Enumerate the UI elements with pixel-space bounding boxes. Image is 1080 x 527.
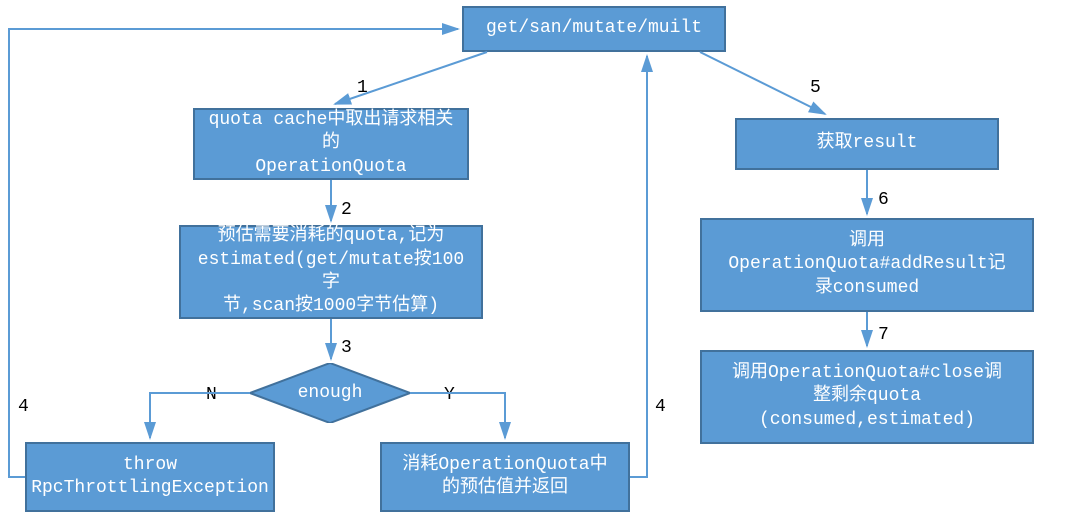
- node-label: get/san/mutate/muilt: [486, 17, 702, 40]
- node-label: 预估需要消耗的quota,记为estimated(get/mutate按100字…: [191, 225, 471, 319]
- node-label: 消耗OperationQuota中的预估值并返回: [402, 454, 607, 501]
- edge-label-7: 7: [878, 325, 889, 345]
- node-top: get/san/mutate/muilt: [462, 6, 726, 52]
- node-result: 获取result: [735, 118, 999, 170]
- edge-label-5: 5: [810, 78, 821, 98]
- node-quota-cache: quota cache中取出请求相关的OperationQuota: [193, 108, 469, 180]
- edge-label-4b: 4: [655, 397, 666, 417]
- node-label: 调用OperationQuota#close调整剩余quota(consumed…: [732, 362, 1002, 432]
- node-close: 调用OperationQuota#close调整剩余quota(consumed…: [700, 350, 1034, 444]
- edge-label-1: 1: [357, 78, 368, 98]
- edge-label-3: 3: [341, 338, 352, 358]
- edge-label-6: 6: [878, 190, 889, 210]
- node-addresult: 调用OperationQuota#addResult记录consumed: [700, 218, 1034, 312]
- edge-label-2: 2: [341, 200, 352, 220]
- node-label: throwRpcThrottlingException: [31, 454, 269, 501]
- node-consume: 消耗OperationQuota中的预估值并返回: [380, 442, 630, 512]
- node-estimated: 预估需要消耗的quota,记为estimated(get/mutate按100字…: [179, 225, 483, 319]
- node-enough: enough: [250, 363, 410, 423]
- node-label: 获取result: [817, 132, 918, 155]
- edge-label-4a: 4: [18, 397, 29, 417]
- edge-label-y: Y: [444, 385, 455, 405]
- node-label: enough: [250, 363, 410, 423]
- edge-label-n: N: [206, 385, 217, 405]
- node-throw: throwRpcThrottlingException: [25, 442, 275, 512]
- node-label: 调用OperationQuota#addResult记录consumed: [728, 230, 1005, 300]
- node-label: quota cache中取出请求相关的OperationQuota: [205, 109, 457, 179]
